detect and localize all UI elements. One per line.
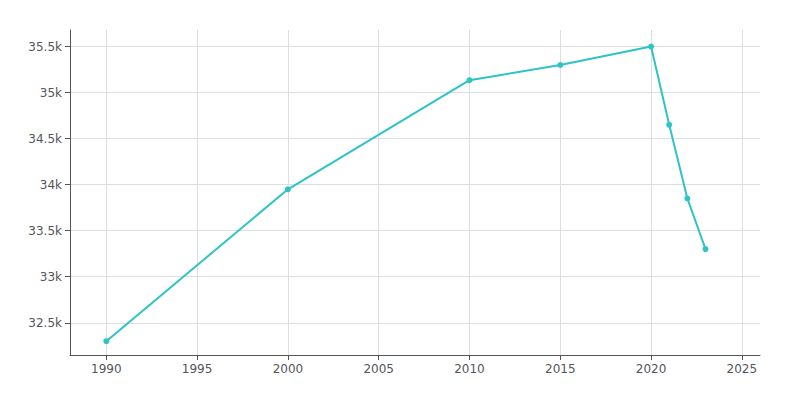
- svg-text:2010: 2010: [454, 362, 485, 376]
- svg-text:34.5k: 34.5k: [28, 132, 62, 146]
- svg-text:2000: 2000: [273, 362, 304, 376]
- svg-text:35.5k: 35.5k: [28, 40, 62, 54]
- svg-text:35k: 35k: [40, 86, 62, 100]
- svg-text:2005: 2005: [363, 362, 394, 376]
- svg-text:2015: 2015: [545, 362, 576, 376]
- svg-text:2025: 2025: [727, 362, 758, 376]
- svg-text:1990: 1990: [91, 362, 122, 376]
- svg-text:33k: 33k: [40, 270, 62, 284]
- svg-text:33.5k: 33.5k: [28, 224, 62, 238]
- svg-text:32.5k: 32.5k: [28, 316, 62, 330]
- svg-text:34k: 34k: [40, 178, 62, 192]
- svg-text:2020: 2020: [636, 362, 667, 376]
- svg-text:1995: 1995: [182, 362, 213, 376]
